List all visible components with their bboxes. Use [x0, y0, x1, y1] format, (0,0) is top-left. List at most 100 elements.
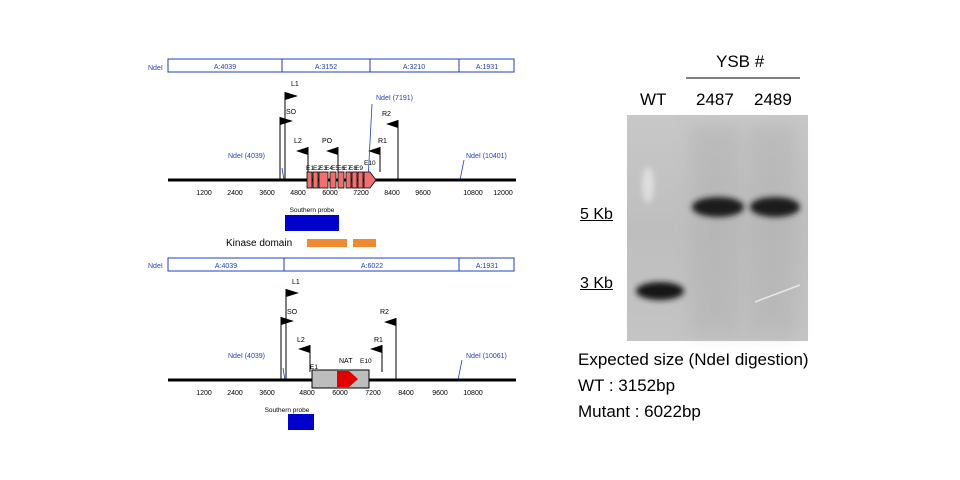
- svg-text:NdeI (4039): NdeI (4039): [228, 353, 265, 360]
- mut-fragment-1: A:4039: [215, 263, 237, 270]
- mut-primer-so: SO: [280, 309, 298, 380]
- kinase-domain-segment-2: [353, 239, 376, 247]
- wt-exon-labels: E1 E2 E3 E4 E5 E6 E7 E8 E9 E10: [306, 160, 376, 172]
- wt-probe-label: Southern probe: [290, 207, 335, 214]
- mut-ndei-site-10061: NdeI (10061): [457, 353, 507, 381]
- wt-axis-ticks: 1200 2400 3600 4800 6000 7200 8400 9600 …: [196, 190, 513, 197]
- svg-text:L2: L2: [297, 337, 305, 344]
- kinase-domain-segment-1: [307, 239, 347, 247]
- wt-primer-so: SO: [279, 109, 297, 180]
- svg-text:R2: R2: [382, 111, 391, 118]
- svg-text:NdeI (7191): NdeI (7191): [376, 95, 413, 102]
- mut-primer-r2: R2: [380, 309, 397, 380]
- svg-text:E1: E1: [306, 165, 314, 172]
- svg-text:NdeI (10401): NdeI (10401): [466, 153, 507, 160]
- expected-size-wt: WT : 3152bp: [578, 376, 676, 395]
- svg-text:12000: 12000: [493, 190, 513, 197]
- svg-text:E2: E2: [313, 165, 321, 172]
- mut-fragment-3: A:1931: [476, 263, 498, 270]
- svg-text:10800: 10800: [463, 390, 483, 397]
- svg-text:L1: L1: [292, 279, 300, 286]
- svg-text:4800: 4800: [299, 390, 315, 397]
- svg-text:SO: SO: [286, 109, 297, 116]
- mut-ndei-label: NdeI: [148, 263, 163, 270]
- kinase-domain-label: Kinase domain: [226, 238, 292, 249]
- svg-text:1200: 1200: [196, 190, 212, 197]
- svg-text:7200: 7200: [353, 190, 369, 197]
- wt-ndei-site-4039: NdeI (4039): [228, 153, 285, 181]
- ysb-group-label: YSB #: [716, 52, 765, 71]
- svg-text:SO: SO: [287, 309, 298, 316]
- svg-text:2400: 2400: [227, 390, 243, 397]
- svg-text:6000: 6000: [332, 390, 348, 397]
- mut-primer-r1: R1: [370, 337, 383, 372]
- southern-blot: [627, 77, 808, 341]
- svg-text:3600: 3600: [259, 190, 275, 197]
- nat-arrow: [337, 371, 358, 387]
- svg-text:L1: L1: [291, 81, 299, 88]
- svg-text:E8: E8: [349, 165, 357, 172]
- mut-primer-l2: L2: [297, 337, 311, 372]
- svg-text:E6: E6: [337, 165, 345, 172]
- svg-text:E3: E3: [319, 165, 327, 172]
- wt-fragment-2: A:3152: [315, 64, 337, 71]
- mut-primer-l1: L1: [285, 279, 300, 380]
- band-wt: [636, 282, 684, 300]
- marker-5kb: 5 Kb: [580, 206, 613, 223]
- wt-ndei-label: NdeI: [148, 65, 163, 72]
- wt-exons: [306, 171, 377, 189]
- wt-primer-r1: R1: [368, 138, 387, 172]
- wild-type-map: NdeI A:4039 A:3152 A:3210 A:1931 L1 SO L…: [148, 58, 516, 249]
- wt-fragment-1: A:4039: [214, 64, 236, 71]
- svg-text:3600: 3600: [259, 390, 275, 397]
- svg-text:9600: 9600: [432, 390, 448, 397]
- mut-fragment-2: A:6022: [361, 263, 383, 270]
- wt-primer-l2: L2: [294, 138, 309, 172]
- marker-3kb: 3 Kb: [580, 275, 613, 292]
- svg-text:PO: PO: [322, 138, 333, 145]
- svg-text:1200: 1200: [196, 390, 212, 397]
- wt-primer-l1: L1: [284, 81, 299, 180]
- mut-axis-ticks: 1200 2400 3600 4800 6000 7200 8400 9600 …: [196, 390, 483, 397]
- svg-text:R1: R1: [374, 337, 383, 344]
- wt-ndei-site-10401: NdeI (10401): [459, 153, 507, 181]
- svg-text:9600: 9600: [415, 190, 431, 197]
- svg-text:4800: 4800: [290, 190, 306, 197]
- mut-probe-label: Southern probe: [265, 407, 310, 414]
- wt-fragment-4: A:1931: [476, 64, 498, 71]
- svg-text:E4: E4: [325, 165, 333, 172]
- mutant-map: NdeI A:4039 A:6022 A:1931 L1 SO L2 R2: [148, 257, 516, 430]
- expected-size-title: Expected size (NdeI digestion): [578, 350, 809, 369]
- svg-text:E5: E5: [331, 165, 339, 172]
- wt-southern-probe: [285, 215, 339, 231]
- svg-text:8400: 8400: [398, 390, 414, 397]
- svg-text:NdeI (10061): NdeI (10061): [466, 353, 507, 360]
- mut-exon-e10-label: E10: [360, 358, 372, 365]
- lane-label-2489: 2489: [754, 90, 792, 109]
- nat-label: NAT: [339, 358, 353, 365]
- mut-southern-probe: [288, 414, 314, 430]
- mut-exon-e1-label: E1: [310, 364, 318, 371]
- svg-text:E9: E9: [355, 165, 363, 172]
- wt-fragment-3: A:3210: [403, 64, 425, 71]
- svg-text:L2: L2: [294, 138, 302, 145]
- lane-label-wt: WT: [640, 90, 667, 109]
- mut-ndei-site-4039: NdeI (4039): [228, 353, 286, 381]
- svg-text:7200: 7200: [365, 390, 381, 397]
- svg-text:R1: R1: [378, 138, 387, 145]
- wt-ndei-site-7191: NdeI (7191): [367, 95, 413, 181]
- svg-text:E10: E10: [364, 160, 376, 167]
- wt-fragment-bar: [167, 58, 515, 73]
- svg-text:2400: 2400: [227, 190, 243, 197]
- svg-text:NdeI (4039): NdeI (4039): [228, 153, 265, 160]
- wt-primer-po: PO: [322, 138, 339, 172]
- mut-fragment-bar: [167, 257, 515, 272]
- expected-size-mutant: Mutant : 6022bp: [578, 402, 701, 421]
- wt-primer-r2: R2: [382, 111, 399, 180]
- band-2487: [692, 197, 744, 217]
- svg-text:E7: E7: [343, 165, 351, 172]
- lane-label-2487: 2487: [696, 90, 734, 109]
- band-2489: [750, 197, 800, 217]
- svg-text:6000: 6000: [322, 190, 338, 197]
